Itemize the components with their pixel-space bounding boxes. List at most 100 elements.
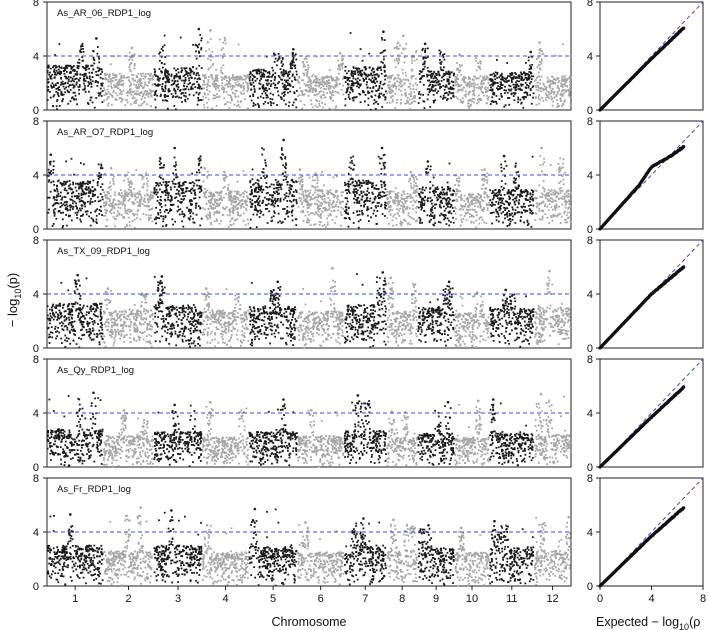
snp-point bbox=[163, 210, 166, 213]
snp-point bbox=[309, 196, 312, 199]
snp-point bbox=[371, 67, 374, 70]
snp-point bbox=[347, 213, 349, 215]
snp-point bbox=[310, 85, 312, 87]
snp-point bbox=[392, 85, 395, 88]
snp-point bbox=[53, 70, 55, 73]
snp-point bbox=[272, 201, 274, 204]
snp-point bbox=[108, 192, 111, 195]
snp-point bbox=[104, 92, 107, 94]
snp-point bbox=[569, 87, 571, 90]
snp-point bbox=[66, 77, 69, 80]
snp-point bbox=[112, 201, 114, 204]
snp-point bbox=[378, 86, 381, 89]
snp-point bbox=[285, 81, 288, 83]
snp-point bbox=[173, 105, 176, 107]
snp-point bbox=[251, 202, 254, 205]
snp-point bbox=[291, 80, 293, 83]
snp-point bbox=[460, 74, 463, 76]
snp-point bbox=[102, 214, 105, 217]
snp-point bbox=[320, 213, 322, 215]
snp-point bbox=[495, 100, 498, 103]
snp-point bbox=[312, 80, 315, 83]
snp-point bbox=[137, 205, 140, 207]
snp-point bbox=[354, 195, 357, 198]
snp-point bbox=[76, 66, 79, 69]
snp-point bbox=[145, 94, 148, 96]
snp-point bbox=[206, 213, 209, 216]
snp-point bbox=[183, 180, 186, 183]
snp-point bbox=[209, 216, 212, 219]
snp-point bbox=[171, 218, 174, 221]
snp-point bbox=[276, 86, 278, 89]
snp-point bbox=[136, 87, 139, 90]
snp-point bbox=[123, 179, 125, 182]
snp-point bbox=[58, 65, 60, 68]
snp-point bbox=[254, 103, 257, 106]
snp-point bbox=[216, 85, 218, 88]
snp-point bbox=[133, 64, 136, 67]
snp-point bbox=[249, 218, 252, 221]
snp-point bbox=[245, 76, 248, 78]
snp-point bbox=[162, 220, 165, 223]
snp-point bbox=[236, 84, 239, 87]
snp-point bbox=[383, 39, 386, 41]
snp-point bbox=[495, 102, 498, 105]
snp-point bbox=[116, 84, 119, 87]
snp-point bbox=[320, 90, 322, 93]
snp-point bbox=[542, 99, 545, 102]
snp-point bbox=[430, 87, 433, 90]
snp-point bbox=[445, 84, 448, 87]
snp-point bbox=[117, 82, 120, 85]
snp-point bbox=[197, 164, 200, 167]
snp-point bbox=[512, 92, 515, 94]
snp-point bbox=[152, 191, 154, 194]
snp-point bbox=[137, 79, 140, 82]
snp-point bbox=[512, 83, 515, 86]
snp-point bbox=[265, 192, 268, 195]
snp-point bbox=[280, 78, 282, 81]
snp-point bbox=[206, 106, 209, 109]
snp-point bbox=[412, 96, 415, 99]
snp-point bbox=[321, 224, 324, 227]
snp-point bbox=[131, 220, 134, 223]
snp-point bbox=[332, 201, 335, 203]
snp-point bbox=[172, 172, 175, 175]
snp-point bbox=[499, 86, 501, 88]
snp-point bbox=[159, 211, 162, 214]
snp-point bbox=[140, 73, 142, 75]
snp-point bbox=[563, 100, 566, 103]
snp-point bbox=[478, 65, 481, 68]
snp-point bbox=[407, 79, 410, 82]
snp-point bbox=[88, 75, 91, 78]
snp-point bbox=[198, 77, 201, 80]
snp-point bbox=[203, 87, 206, 90]
snp-point bbox=[448, 71, 451, 74]
snp-point bbox=[312, 87, 315, 90]
snp-point bbox=[322, 78, 325, 81]
snp-point bbox=[252, 93, 254, 96]
snp-point bbox=[424, 47, 427, 50]
snp-point bbox=[88, 71, 91, 74]
snp-point bbox=[219, 202, 222, 205]
snp-point bbox=[237, 214, 240, 216]
snp-point bbox=[198, 86, 201, 88]
snp-point bbox=[382, 66, 385, 69]
snp-point bbox=[326, 224, 329, 226]
snp-point bbox=[179, 76, 182, 79]
snp-point bbox=[162, 90, 165, 92]
snp-point bbox=[57, 71, 59, 74]
snp-point bbox=[366, 209, 368, 212]
snp-point bbox=[144, 194, 146, 197]
snp-point bbox=[348, 190, 350, 193]
snp-point bbox=[139, 78, 142, 81]
snp-point bbox=[295, 191, 298, 194]
snp-point bbox=[266, 75, 269, 78]
snp-point bbox=[514, 86, 517, 88]
snp-point bbox=[172, 95, 175, 97]
snp-point bbox=[355, 184, 358, 187]
snp-point bbox=[198, 191, 201, 194]
snp-point bbox=[294, 64, 297, 67]
snp-point bbox=[333, 87, 336, 90]
snp-point bbox=[214, 191, 217, 194]
snp-point bbox=[49, 163, 52, 166]
